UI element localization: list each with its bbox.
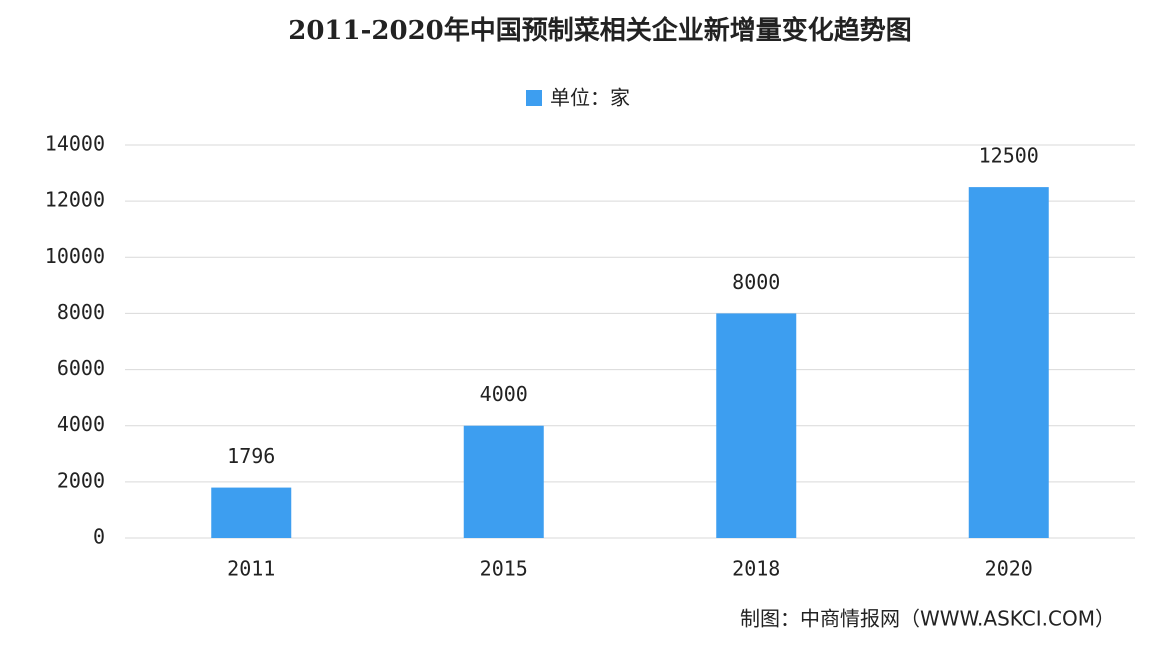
value-label: 4000	[480, 382, 528, 406]
y-tick-label: 0	[93, 525, 105, 549]
value-label: 8000	[732, 270, 780, 294]
value-label: 12500	[979, 144, 1039, 168]
x-tick-label: 2018	[732, 557, 780, 581]
x-tick-label: 2011	[227, 557, 275, 581]
bar	[716, 313, 797, 538]
source-note: 制图：中商情报网（WWW.ASKCI.COM）	[740, 607, 1115, 631]
y-tick-label: 10000	[45, 244, 105, 268]
bar	[211, 487, 292, 538]
legend-swatch	[526, 90, 542, 106]
y-tick-label: 6000	[57, 356, 105, 380]
y-tick-label: 12000	[45, 188, 105, 212]
y-tick-label: 8000	[57, 300, 105, 324]
y-tick-label: 14000	[45, 132, 105, 156]
bar	[968, 187, 1049, 538]
x-tick-label: 2015	[480, 557, 528, 581]
legend-label: 单位：家	[550, 86, 630, 110]
y-tick-label: 2000	[57, 468, 105, 492]
value-label: 1796	[227, 444, 275, 468]
bar	[463, 425, 544, 538]
x-tick-label: 2020	[985, 557, 1033, 581]
chart-title: 2011-2020年中国预制菜相关企业新增量变化趋势图	[288, 15, 912, 46]
y-tick-label: 4000	[57, 412, 105, 436]
